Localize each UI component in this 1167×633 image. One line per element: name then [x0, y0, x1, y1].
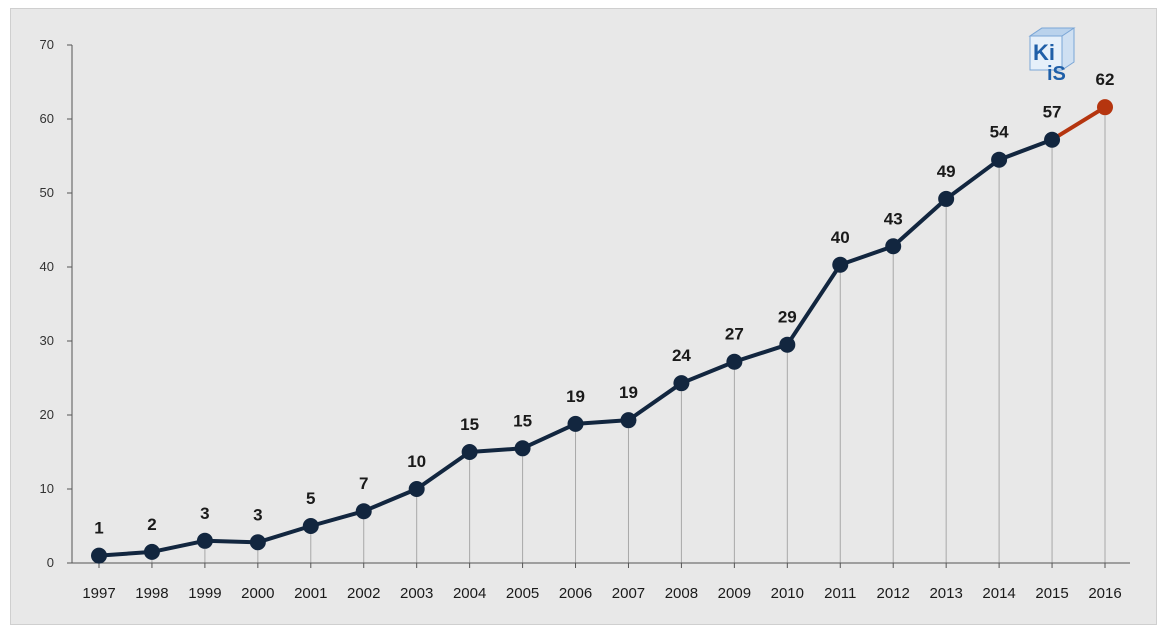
x-tick-label: 1999	[188, 585, 221, 602]
x-tick-labels: 1997 1998 1999 2000 2001 2002 2003 2004 2005 2006…	[82, 585, 1121, 602]
data-point	[1044, 131, 1061, 148]
x-tick-label: 2003	[400, 585, 433, 602]
data-point	[249, 534, 266, 551]
x-tick-label: 2015	[1035, 585, 1068, 602]
data-points	[91, 99, 1113, 564]
data-label: 43	[884, 209, 903, 228]
data-point	[91, 547, 107, 564]
data-label: 62	[1096, 70, 1115, 89]
x-tick-label: 2016	[1088, 585, 1121, 602]
logo-text-line2: iS	[1047, 63, 1066, 85]
chart-frame	[10, 8, 1157, 625]
data-label: 10	[407, 452, 426, 471]
data-label: 3	[253, 505, 262, 524]
data-label: 24	[672, 346, 691, 365]
data-point	[355, 503, 372, 520]
data-point	[673, 375, 690, 392]
y-tick-label: 50	[40, 185, 54, 200]
data-label: 27	[725, 325, 744, 344]
data-point	[779, 336, 796, 353]
data-point	[143, 543, 160, 560]
data-point	[726, 353, 743, 370]
drop-lines	[98, 107, 1106, 563]
data-label: 29	[778, 308, 797, 327]
x-tick-label: 2002	[347, 585, 380, 602]
data-label: 19	[566, 387, 585, 406]
y-tick-label: 0	[47, 555, 54, 570]
y-tick-label: 30	[40, 333, 54, 348]
data-label: 15	[460, 415, 479, 434]
kis-logo-icon: Ki iS	[1028, 27, 1076, 85]
data-point	[408, 481, 425, 497]
data-label: 5	[306, 489, 315, 508]
x-tick-label: 2008	[665, 585, 698, 602]
y-tick-label: 40	[40, 259, 54, 274]
x-tick-label: 2006	[559, 585, 592, 602]
y-tick-label: 20	[40, 407, 54, 422]
x-tick-label: 2010	[771, 585, 804, 602]
data-point	[991, 151, 1008, 168]
x-tick-label: 2013	[929, 585, 962, 602]
x-tick-label: 2000	[241, 585, 274, 602]
data-point	[885, 238, 902, 255]
x-tick-label: 2012	[877, 585, 910, 602]
x-tick-label: 2001	[294, 585, 327, 602]
y-tick-label: 70	[40, 37, 54, 52]
logo-text-line1: Ki	[1033, 40, 1055, 65]
axes	[67, 44, 1130, 568]
data-point	[620, 412, 637, 429]
x-tick-label: 2005	[506, 585, 539, 602]
data-point	[567, 415, 584, 432]
x-tick-label: 2014	[982, 585, 1015, 602]
x-tick-label: 2007	[612, 585, 645, 602]
y-tick-labels: 0 10 20 30 40 50 60 70	[40, 37, 54, 570]
data-point	[514, 440, 531, 457]
series-line-highlight	[1050, 105, 1107, 142]
x-tick-label: 2011	[824, 585, 856, 602]
data-label: 3	[200, 504, 209, 523]
x-tick-label: 2009	[718, 585, 751, 602]
data-point	[461, 444, 478, 460]
data-label: 7	[359, 474, 368, 493]
data-label: 57	[1043, 103, 1062, 122]
data-label: 1	[94, 519, 103, 538]
data-point	[938, 190, 955, 207]
data-label: 54	[990, 123, 1009, 142]
data-label: 40	[831, 228, 850, 247]
x-tick-label: 1997	[82, 585, 115, 602]
y-tick-label: 10	[40, 481, 54, 496]
data-label: 49	[937, 162, 956, 181]
data-point	[1097, 99, 1113, 116]
x-tick-label: 2004	[453, 585, 486, 602]
x-tick-label: 1998	[135, 585, 168, 602]
data-point	[832, 256, 849, 273]
data-point	[196, 532, 213, 549]
data-point	[302, 518, 319, 534]
data-label: 19	[619, 383, 638, 402]
y-tick-label: 60	[40, 111, 54, 126]
data-label: 15	[513, 411, 532, 430]
data-label: 2	[147, 515, 156, 534]
